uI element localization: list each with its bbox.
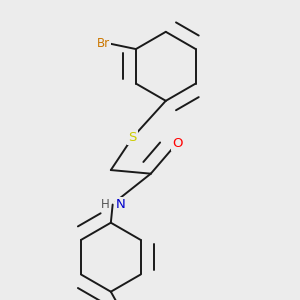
Text: Br: Br [97, 37, 110, 50]
Text: S: S [128, 131, 137, 144]
Text: H: H [100, 198, 109, 211]
Text: N: N [116, 198, 125, 211]
Text: O: O [172, 137, 183, 150]
